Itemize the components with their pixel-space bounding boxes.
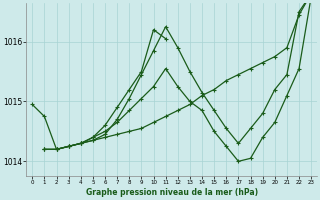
X-axis label: Graphe pression niveau de la mer (hPa): Graphe pression niveau de la mer (hPa)	[86, 188, 258, 197]
